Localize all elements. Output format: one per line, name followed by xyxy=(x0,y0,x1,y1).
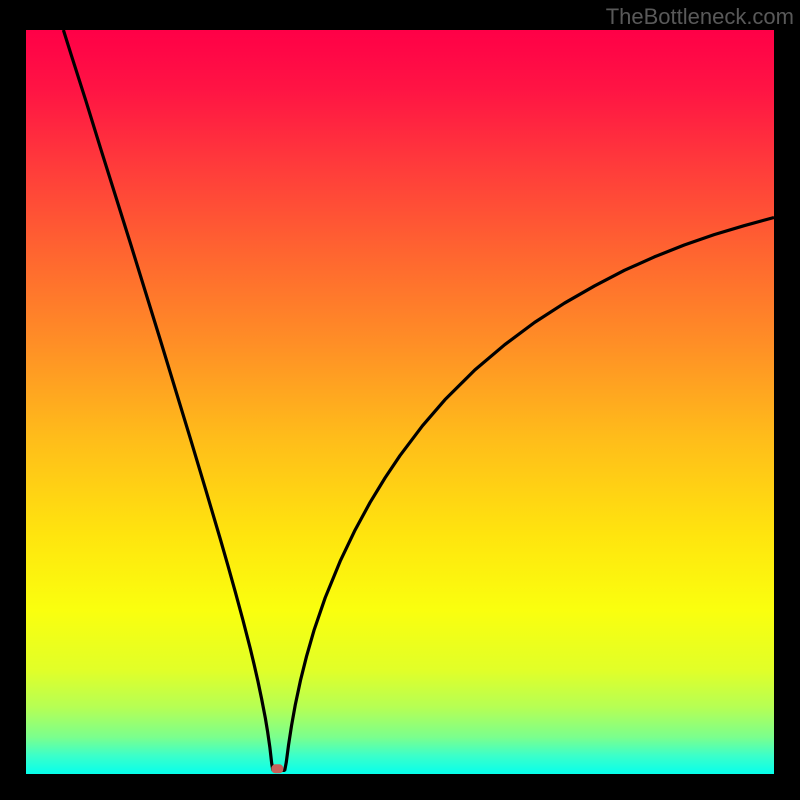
optimal-point-marker xyxy=(271,764,283,773)
plot-svg xyxy=(26,30,774,774)
gradient-background xyxy=(26,30,774,774)
plot-area xyxy=(26,30,774,774)
chart-container: TheBottleneck.com xyxy=(0,0,800,800)
watermark-text: TheBottleneck.com xyxy=(606,4,794,30)
